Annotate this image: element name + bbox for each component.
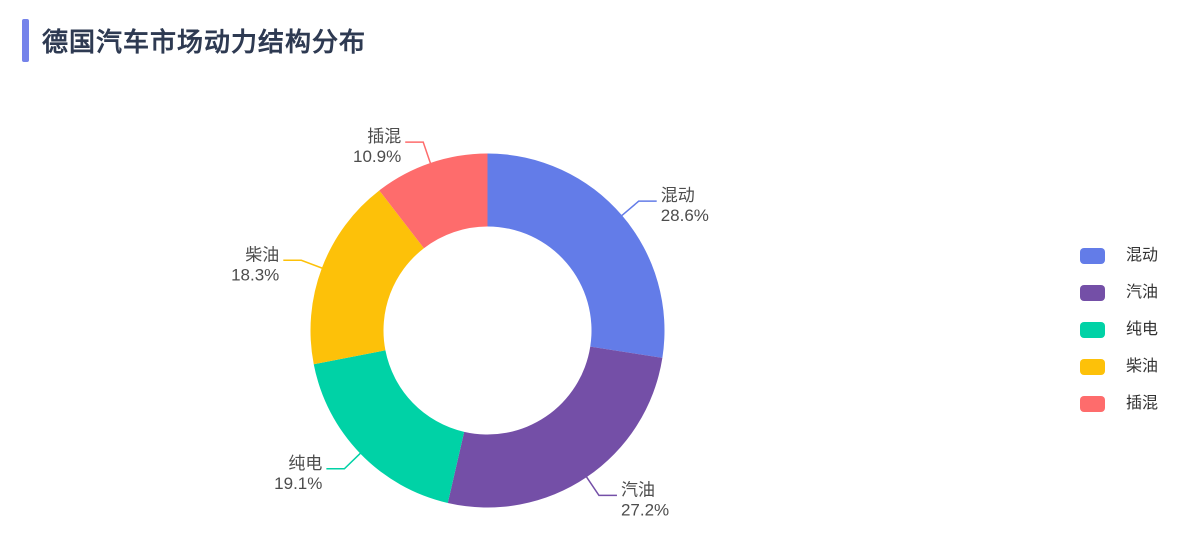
chart-title-block: 德国汽车市场动力结构分布 bbox=[22, 19, 366, 62]
legend-item-phev[interactable]: 插混 bbox=[1080, 396, 1158, 412]
slice-label-name-phev: 插混 bbox=[367, 127, 401, 146]
legend-label: 纯电 bbox=[1126, 321, 1159, 338]
legend-swatch-diesel bbox=[1080, 359, 1105, 375]
pie-slice-gasoline[interactable] bbox=[447, 346, 663, 508]
slice-label-percent-diesel: 18.3% bbox=[231, 265, 279, 284]
slice-leader-phev bbox=[405, 141, 432, 166]
slice-label-percent-gasoline: 27.2% bbox=[621, 500, 669, 519]
legend-item-bev[interactable]: 纯电 bbox=[1080, 322, 1158, 338]
legend-swatch-gasoline bbox=[1080, 285, 1105, 301]
legend-label: 混动 bbox=[1126, 247, 1159, 264]
slice-label-percent-phev: 10.9% bbox=[353, 147, 401, 166]
legend-label: 汽油 bbox=[1126, 284, 1159, 301]
slice-label-name-diesel: 柴油 bbox=[245, 245, 279, 264]
slice-label-name-hybrid: 混动 bbox=[661, 186, 695, 205]
page-title: 德国汽车市场动力结构分布 bbox=[42, 27, 367, 57]
legend-item-gasoline[interactable]: 汽油 bbox=[1080, 285, 1158, 301]
slice-label-percent-hybrid: 28.6% bbox=[661, 206, 709, 225]
legend-item-hybrid[interactable]: 混动 bbox=[1080, 248, 1158, 264]
chart-legend: 混动 汽油 纯电 柴油 插混 bbox=[1080, 248, 1158, 433]
slice-leader-gasoline bbox=[584, 475, 617, 497]
slice-leader-diesel bbox=[283, 259, 325, 270]
slice-label-name-bev: 纯电 bbox=[288, 454, 322, 473]
slice-leader-hybrid bbox=[619, 200, 657, 218]
slice-label-percent-bev: 19.1% bbox=[274, 474, 322, 493]
pie-slice-hybrid[interactable] bbox=[487, 153, 665, 358]
pie-slice-diesel[interactable] bbox=[310, 190, 424, 365]
slice-label-name-gasoline: 汽油 bbox=[621, 480, 655, 499]
legend-label: 柴油 bbox=[1126, 358, 1159, 375]
legend-label: 插混 bbox=[1126, 395, 1159, 412]
legend-swatch-hybrid bbox=[1080, 248, 1105, 264]
legend-item-diesel[interactable]: 柴油 bbox=[1080, 359, 1158, 375]
legend-swatch-phev bbox=[1080, 396, 1105, 412]
legend-swatch-bev bbox=[1080, 322, 1105, 338]
title-accent-bar bbox=[22, 19, 29, 62]
pie-slice-phev[interactable] bbox=[379, 153, 488, 249]
pie-slice-bev[interactable] bbox=[313, 350, 465, 503]
slice-leader-bev bbox=[326, 451, 363, 470]
